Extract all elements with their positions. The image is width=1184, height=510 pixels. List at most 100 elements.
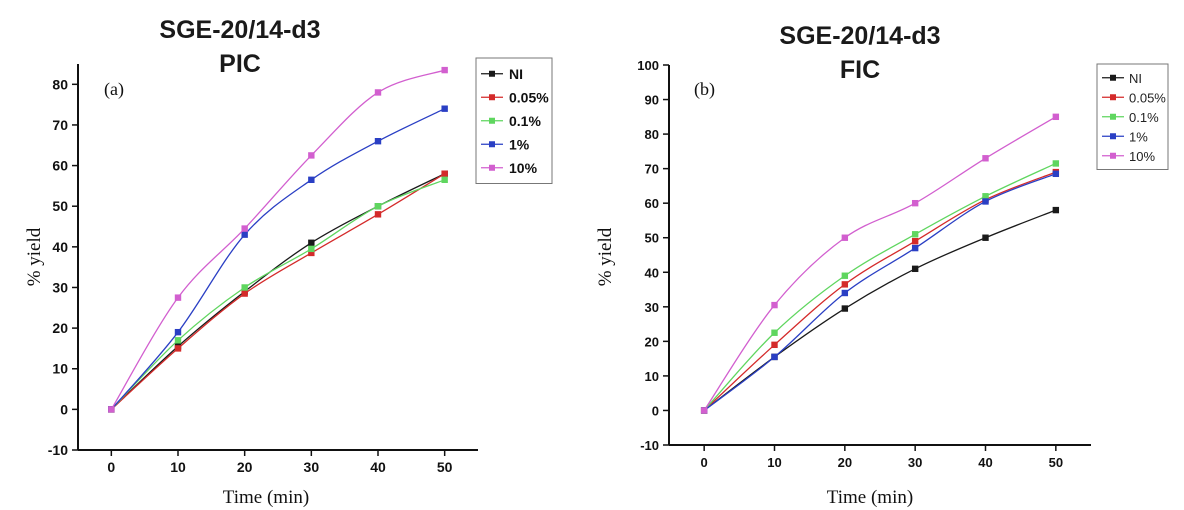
y-tick-label: 40 [52, 239, 68, 255]
data-point [308, 176, 315, 183]
y-tick-label: 20 [645, 334, 659, 349]
x-tick-label: 10 [170, 459, 186, 475]
data-point [841, 281, 849, 288]
data-point [308, 239, 315, 246]
y-tick-label: 70 [52, 117, 68, 133]
data-point [441, 105, 448, 112]
y-tick-label: 30 [645, 300, 659, 315]
data-point [982, 234, 989, 241]
data-point [174, 328, 182, 336]
y-axis-label: % yield [24, 227, 45, 286]
y-axis-label: % yield [595, 227, 616, 286]
x-tick-label: 30 [908, 455, 922, 470]
series-line-3 [110, 179, 445, 410]
panel-label: (b) [694, 79, 715, 100]
x-tick-label: 40 [978, 455, 992, 470]
y-tick-label: 70 [645, 162, 659, 177]
data-point [841, 305, 849, 312]
series-line-2 [110, 173, 446, 410]
y-tick-label: 0 [652, 403, 659, 418]
x-tick-label: 20 [838, 455, 852, 470]
legend-label: NI [1129, 71, 1142, 86]
data-point [174, 294, 182, 301]
data-point [982, 198, 989, 205]
legend-marker [489, 141, 495, 148]
data-point [1052, 206, 1060, 214]
data-point [771, 353, 778, 361]
data-point [982, 155, 989, 162]
data-point [374, 138, 382, 145]
x-tick-label: 0 [701, 455, 708, 470]
x-tick-label: 50 [1049, 455, 1063, 470]
data-point [1052, 160, 1060, 167]
data-point [374, 203, 382, 210]
x-tick-label: 20 [237, 459, 253, 475]
data-point [771, 341, 778, 349]
y-tick-label: 50 [645, 231, 659, 246]
series-line-5 [703, 116, 1057, 411]
data-point [241, 290, 248, 297]
data-point [441, 170, 448, 177]
legend-marker [489, 117, 495, 124]
data-point [841, 289, 849, 297]
y-tick-label: 20 [52, 320, 68, 336]
y-tick-label: -10 [640, 438, 659, 453]
y-tick-label: 80 [52, 76, 68, 92]
data-point [174, 337, 182, 344]
chart-title-line1: SGE-20/14-d3 [779, 22, 940, 50]
data-point [911, 237, 919, 245]
legend-label: 10% [509, 160, 538, 176]
data-point [700, 407, 708, 414]
chart-panel-2: SGE-20/14-d3 FIC (b) -10 0 10 20 30 40 50 60 70 80 90… [595, 22, 1169, 508]
legend-label: 1% [509, 136, 530, 152]
legend-marker [1110, 94, 1116, 101]
data-point [374, 89, 382, 96]
data-point [241, 231, 248, 238]
y-tick-label: -10 [48, 442, 68, 458]
series-line-1 [110, 173, 445, 410]
y-tick-label: 0 [60, 401, 68, 417]
data-point [174, 345, 182, 352]
data-point [841, 234, 849, 241]
series-line-4 [703, 173, 1057, 411]
legend-label: NI [509, 66, 523, 82]
y-tick-label: 90 [645, 93, 659, 108]
data-point [982, 193, 989, 200]
chart-title-line2: PIC [219, 50, 261, 78]
series-line-1 [703, 209, 1057, 411]
series-line-5 [110, 69, 445, 410]
series-line-4 [110, 108, 445, 410]
y-tick-label: 80 [645, 127, 659, 142]
legend-marker [1110, 152, 1116, 159]
data-point [308, 152, 315, 159]
x-tick-label: 50 [437, 459, 453, 475]
y-tick-label: 100 [637, 58, 659, 73]
chart-panel-1: SGE-20/14-d3 PIC (a) -10 0 10 20 30 40 50 60 70 80 0 1… [24, 16, 553, 508]
legend-label: 0.05% [509, 89, 549, 105]
data-point [911, 244, 919, 252]
x-tick-label: 40 [370, 459, 386, 475]
chart-title-line2: FIC [840, 56, 880, 84]
legend-marker [489, 164, 495, 171]
data-point [308, 245, 315, 253]
legend-marker [1110, 113, 1116, 120]
legend-label: 0.05% [1129, 90, 1166, 105]
y-tick-label: 40 [645, 265, 659, 280]
data-point [771, 329, 778, 336]
y-tick-label: 50 [52, 198, 68, 214]
legend-label: 0.1% [509, 113, 541, 129]
data-point [1052, 170, 1060, 178]
data-point [1052, 113, 1060, 121]
data-point [308, 249, 315, 257]
x-axis-label: Time (min) [223, 487, 309, 508]
legend-label: 0.1% [1129, 110, 1159, 125]
y-tick-label: 30 [52, 279, 68, 295]
legend-marker [1110, 133, 1116, 140]
legend-label: 10% [1129, 149, 1155, 164]
legend-marker [489, 94, 495, 101]
data-point [841, 272, 849, 279]
y-tick-label: 60 [52, 158, 68, 174]
data-point [441, 176, 448, 183]
legend-marker [1110, 74, 1116, 81]
